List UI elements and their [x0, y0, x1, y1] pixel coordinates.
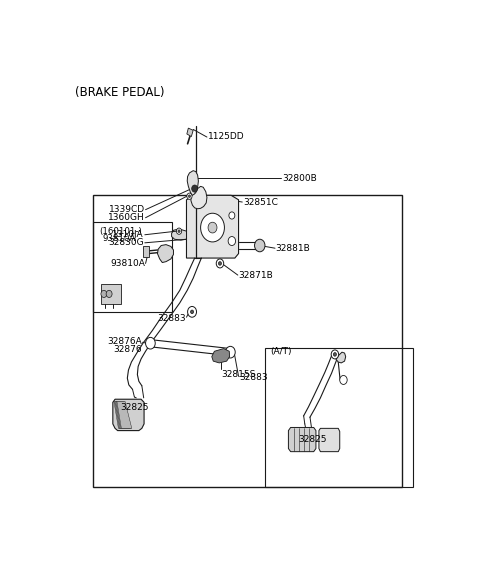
Text: 93810A: 93810A	[103, 234, 136, 243]
Circle shape	[331, 350, 338, 359]
Text: 32881B: 32881B	[276, 244, 311, 253]
Circle shape	[177, 228, 181, 235]
Text: 32825: 32825	[298, 435, 326, 443]
Circle shape	[340, 375, 347, 385]
Text: 1360GH: 1360GH	[108, 213, 145, 222]
Bar	[94, 196, 402, 487]
Polygon shape	[114, 402, 129, 428]
Polygon shape	[115, 402, 130, 428]
Polygon shape	[157, 244, 173, 262]
Text: 1125DD: 1125DD	[208, 132, 245, 141]
Circle shape	[188, 307, 196, 317]
Circle shape	[334, 353, 336, 356]
Text: 32871B: 32871B	[239, 271, 273, 279]
Polygon shape	[172, 229, 186, 240]
Text: 32883: 32883	[157, 314, 186, 322]
Polygon shape	[116, 402, 131, 428]
Circle shape	[192, 185, 198, 192]
Bar	[101, 284, 121, 304]
Text: 1310JA: 1310JA	[112, 230, 144, 239]
Text: 32876: 32876	[113, 345, 142, 353]
Bar	[143, 246, 149, 257]
Circle shape	[218, 262, 221, 265]
Circle shape	[191, 310, 193, 314]
Text: 32825: 32825	[120, 403, 149, 412]
Text: 32815S: 32815S	[221, 370, 256, 379]
Circle shape	[254, 239, 265, 252]
Text: 32851C: 32851C	[243, 197, 278, 207]
Circle shape	[188, 195, 191, 197]
Circle shape	[201, 213, 225, 242]
Circle shape	[208, 222, 217, 233]
Circle shape	[178, 230, 180, 233]
Polygon shape	[212, 349, 229, 363]
Polygon shape	[319, 428, 340, 452]
Circle shape	[187, 193, 192, 200]
Text: 32883: 32883	[240, 372, 268, 382]
Text: 32830G: 32830G	[108, 238, 144, 247]
Circle shape	[226, 346, 235, 358]
Polygon shape	[288, 427, 316, 452]
Text: (BRAKE PEDAL): (BRAKE PEDAL)	[75, 86, 164, 98]
Text: (A/T): (A/T)	[270, 347, 292, 356]
Polygon shape	[187, 171, 198, 196]
Polygon shape	[115, 402, 130, 428]
Text: (160101-): (160101-)	[99, 226, 142, 236]
Text: 32800B: 32800B	[282, 174, 317, 183]
Circle shape	[216, 259, 224, 268]
Circle shape	[101, 290, 107, 297]
Polygon shape	[117, 402, 132, 428]
Polygon shape	[336, 352, 346, 363]
Circle shape	[145, 338, 155, 349]
Circle shape	[106, 290, 112, 297]
Bar	[264, 347, 413, 487]
Text: 32876A: 32876A	[107, 338, 142, 346]
Circle shape	[228, 236, 236, 246]
Text: 1339CD: 1339CD	[108, 205, 145, 214]
Polygon shape	[186, 196, 239, 258]
Bar	[94, 222, 171, 312]
Polygon shape	[187, 128, 193, 137]
Polygon shape	[113, 399, 144, 431]
Polygon shape	[191, 186, 207, 209]
Text: 93810A: 93810A	[110, 259, 145, 268]
Circle shape	[229, 212, 235, 219]
